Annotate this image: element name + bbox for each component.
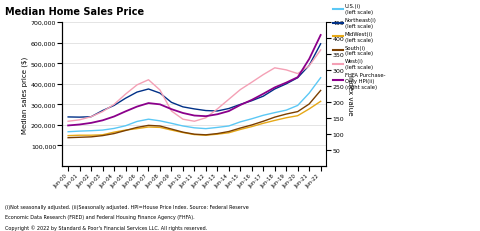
Text: Economic Data Research (FRED) and Federal Housing Finance Agency (FHFA).: Economic Data Research (FRED) and Federa… <box>5 214 194 219</box>
Y-axis label: Median sales price ($): Median sales price ($) <box>22 56 28 133</box>
Text: (i)Not seasonally adjusted. (ii)Seasonally adjusted. HPI=House Price Index. Sour: (i)Not seasonally adjusted. (ii)Seasonal… <box>5 204 249 210</box>
Text: Copyright © 2022 by Standard & Poor's Financial Services LLC. All rights reserve: Copyright © 2022 by Standard & Poor's Fi… <box>5 224 207 230</box>
Y-axis label: Index value: Index value <box>347 75 353 115</box>
Legend: U.S.(i)
(left scale), Northeast(i)
(left scale), MidWest(i)
(left scale), South(: U.S.(i) (left scale), Northeast(i) (left… <box>331 2 387 91</box>
Text: Median Home Sales Price: Median Home Sales Price <box>5 7 144 17</box>
